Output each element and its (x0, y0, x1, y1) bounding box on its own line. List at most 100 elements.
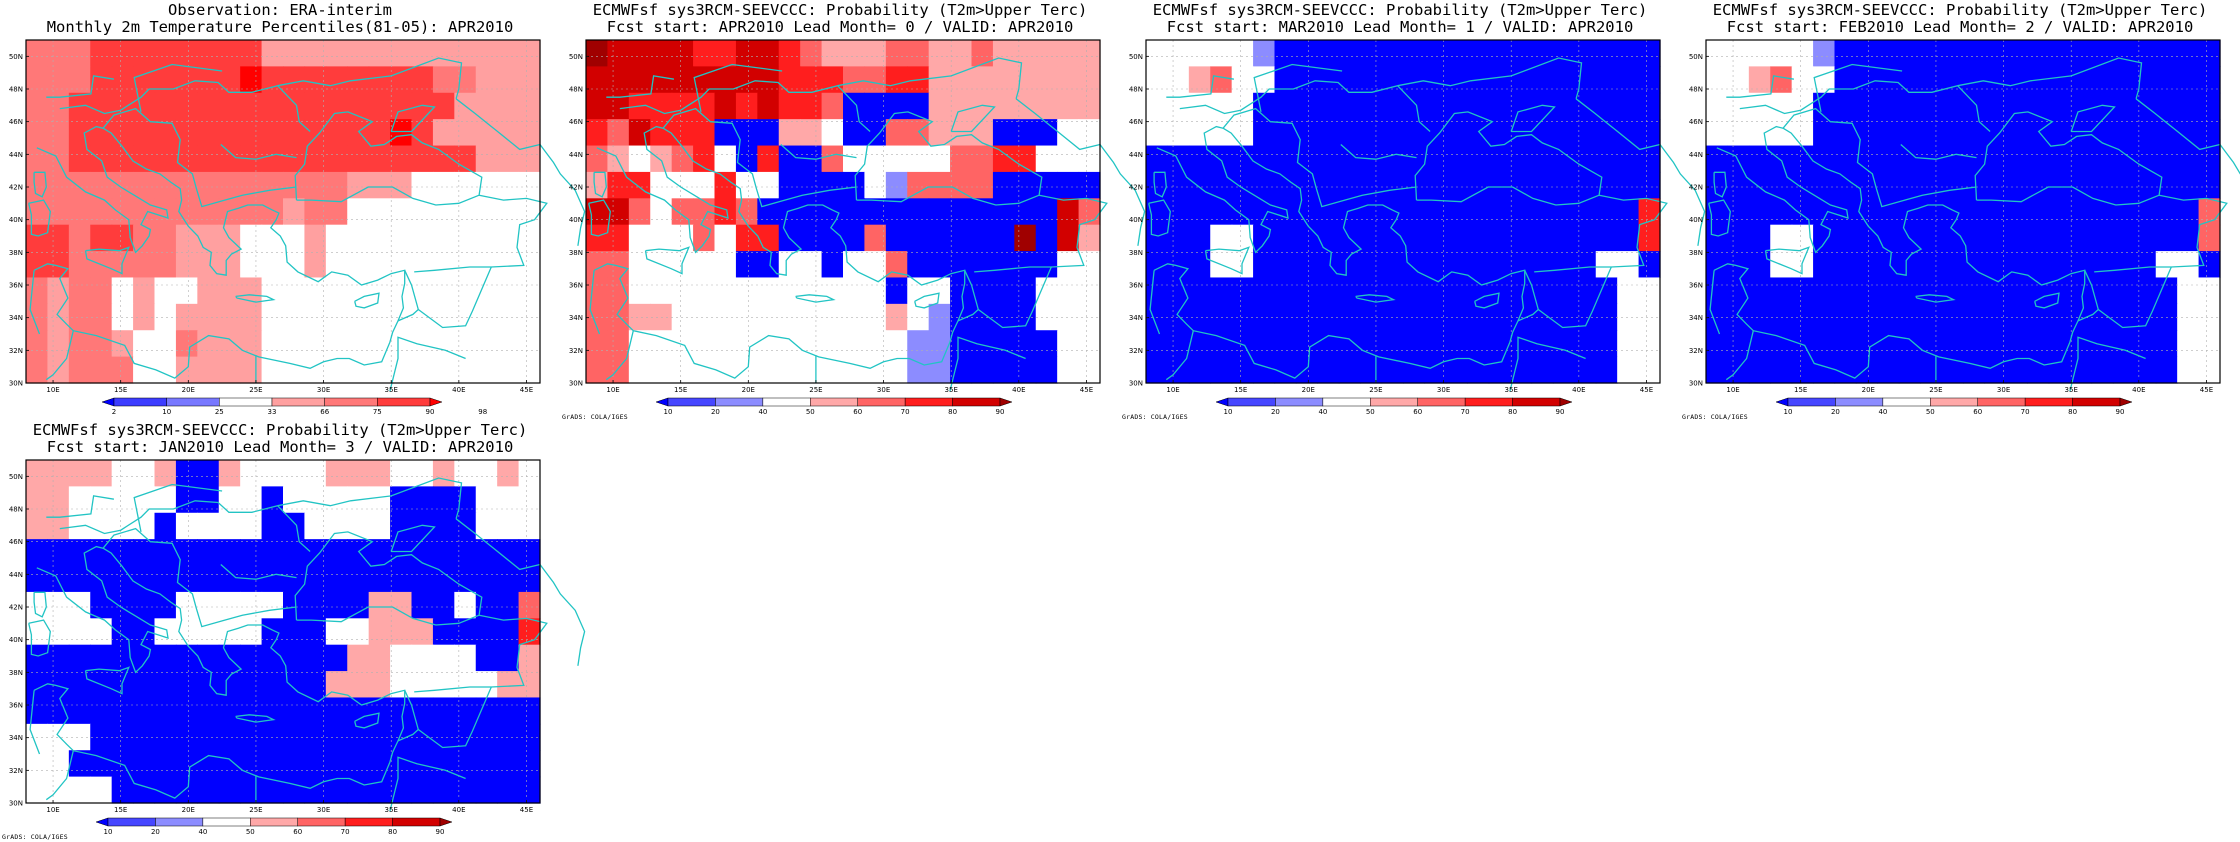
grid-cell (518, 512, 541, 540)
grid-cell (800, 119, 823, 147)
grid-cell (368, 303, 391, 331)
grid-cell (261, 750, 284, 778)
grid-cell (2027, 92, 2050, 120)
grid-cell (175, 171, 198, 199)
grid-cell (907, 92, 930, 120)
grid-cell (2177, 330, 2200, 358)
grid-cell (586, 66, 609, 94)
grid-cell (475, 198, 498, 226)
grid-cell (133, 171, 156, 199)
grid-cell (175, 512, 198, 540)
grid-cell (2112, 198, 2135, 226)
grid-cell (907, 224, 930, 252)
grid-cell (1403, 330, 1426, 358)
grid-cell (607, 92, 630, 120)
grid-cell (2198, 277, 2221, 305)
grid-cell (411, 723, 434, 751)
grid-cell (800, 224, 823, 252)
lat-tick-label: 36N (9, 282, 23, 290)
grid-cell (1338, 66, 1361, 94)
grid-cell (240, 40, 263, 67)
grid-cell (671, 330, 694, 358)
map-frame (1145, 39, 1661, 384)
colorbar-label: 40 (198, 828, 207, 836)
coastline (1015, 98, 1101, 151)
grid-cell (454, 145, 477, 173)
grid-cell (218, 198, 241, 226)
grid-cell (1274, 171, 1297, 199)
grid-cell (1638, 40, 1661, 67)
coastline (1222, 107, 1417, 208)
grid-cell (1274, 92, 1297, 120)
grid-cell (518, 251, 541, 279)
grid-cell (368, 224, 391, 252)
lon-tick-label: 15E (1234, 386, 1247, 394)
grid-cell (1467, 145, 1490, 173)
grid-cell (2112, 66, 2135, 94)
coastline (1099, 144, 1146, 246)
grid-cell (261, 303, 284, 331)
grid-cell (497, 750, 520, 778)
colorbar-label: 70 (901, 408, 910, 416)
grid-cell (1035, 277, 1058, 305)
grid-cell (1317, 66, 1340, 94)
grid-cell (261, 356, 284, 384)
grid-cell (671, 145, 694, 173)
grid-cell (1877, 145, 1900, 173)
coastline (133, 483, 223, 533)
grid-cell (68, 591, 91, 619)
lat-tick-label: 40N (1689, 216, 1703, 224)
lon-tick-label: 40E (1012, 386, 1025, 394)
grid-cell (1445, 66, 1468, 94)
grid-cell (368, 723, 391, 751)
grid-cell (1231, 303, 1254, 331)
grid-cell (1488, 171, 1511, 199)
grid-cell (454, 224, 477, 252)
grid-cell (497, 303, 520, 331)
grid-cell (368, 171, 391, 199)
grid-cell (432, 565, 455, 593)
grid-cell (154, 671, 177, 699)
grid-cell (2091, 145, 2114, 173)
grid-cell (26, 40, 49, 67)
grid-cell (1813, 145, 1836, 173)
grid-cell (1035, 40, 1058, 67)
grid-cell (1727, 92, 1750, 120)
panel-title-line1: Observation: ERA-interim (168, 1, 392, 19)
grid-cell (1984, 356, 2007, 384)
grid-cell (411, 171, 434, 199)
grid-cell (1984, 66, 2007, 94)
lat-tick-label: 40N (9, 636, 23, 644)
grid-cell (971, 119, 994, 147)
coastline (455, 98, 541, 151)
grid-cell (992, 171, 1015, 199)
coastline (46, 75, 115, 98)
grid-cell (1445, 277, 1468, 305)
grid-cell (671, 277, 694, 305)
lon-tick-label: 45E (2200, 386, 2213, 394)
lon-tick-label: 15E (114, 386, 127, 394)
lat-tick-label: 34N (9, 734, 23, 742)
grid-cell (1531, 66, 1554, 94)
grid-cell (1403, 145, 1426, 173)
grid-cell (1167, 171, 1190, 199)
grid-cell (261, 330, 284, 358)
coastline (1397, 57, 1583, 99)
colorbar-swatch (107, 817, 156, 827)
grid-cell (497, 618, 520, 646)
grid-cell (347, 644, 370, 672)
grid-cell (778, 66, 801, 94)
grid-cell (2048, 251, 2071, 279)
grid-cell (90, 750, 113, 778)
grid-cell (2134, 198, 2157, 226)
colorbar-label: 60 (1973, 408, 1982, 416)
lat-tick-label: 48N (9, 86, 23, 94)
grid-cell (1360, 277, 1383, 305)
grid-cell (26, 66, 49, 94)
grid-cell (1078, 303, 1101, 331)
grid-cell (693, 356, 716, 384)
colorbar-label: 98 (478, 408, 487, 416)
grid-cell (1188, 330, 1211, 358)
grid-cell (454, 171, 477, 199)
grid-cell (1167, 66, 1190, 94)
